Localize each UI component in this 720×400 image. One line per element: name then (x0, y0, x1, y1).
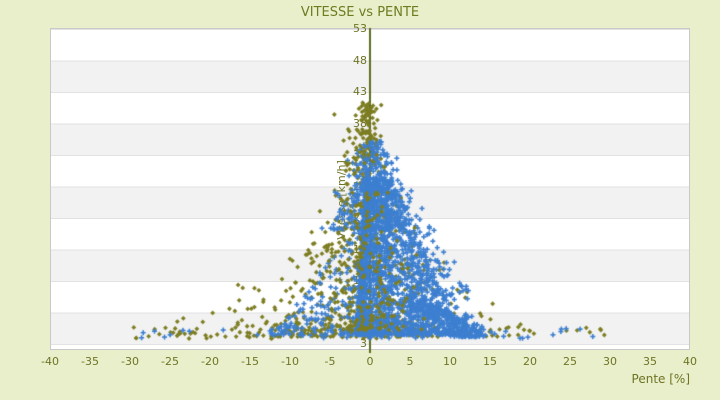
scatter-points-canvas (0, 0, 720, 400)
chart-figure: VITESSE vs PENTE 53484338332823181383 -4… (0, 0, 720, 400)
